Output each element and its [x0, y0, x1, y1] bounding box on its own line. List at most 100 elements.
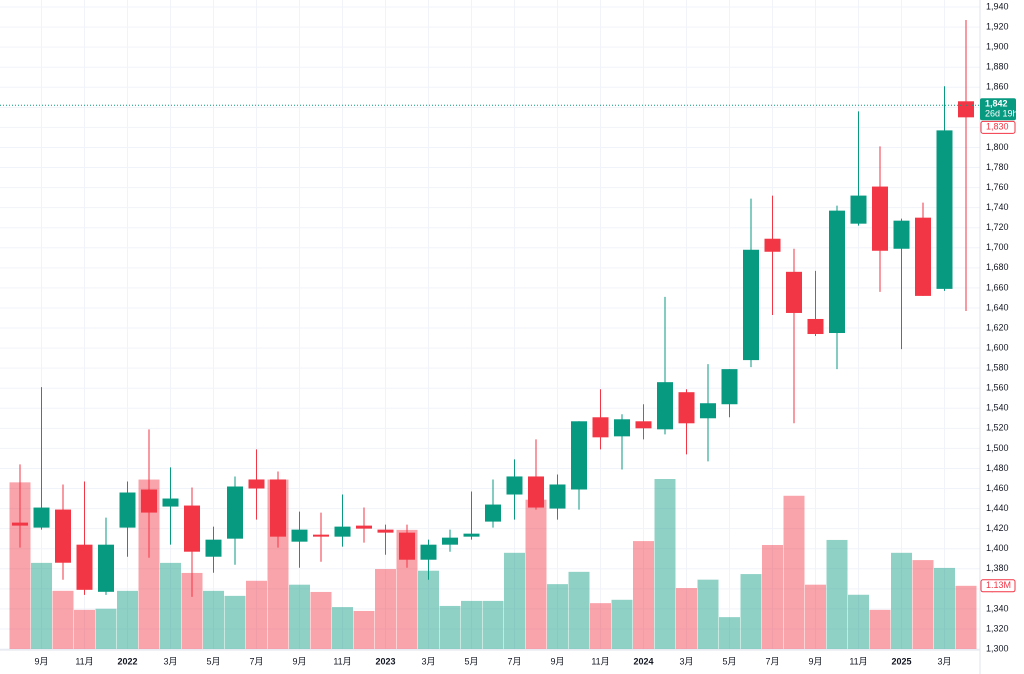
candle-body — [850, 195, 867, 224]
candle-body — [743, 249, 759, 361]
volume-bar — [826, 539, 848, 649]
volume-bar — [654, 479, 676, 649]
candle-body — [248, 479, 265, 489]
volume-bar — [332, 607, 353, 649]
candle-body — [98, 544, 114, 592]
candle-body — [377, 529, 394, 533]
x-tick-label: 11月 — [75, 656, 93, 666]
last-price-label: 1,842 — [985, 99, 1008, 109]
y-tick-label: 1,760 — [986, 182, 1009, 192]
x-tick-label: 2024 — [633, 656, 653, 666]
y-tick-label: 1,900 — [986, 42, 1009, 52]
y-tick-label: 1,800 — [986, 142, 1009, 152]
y-tick-label: 1,780 — [986, 162, 1009, 172]
candle-body — [119, 492, 136, 528]
x-tick-label: 5月 — [206, 656, 220, 666]
volume-bar — [289, 584, 310, 649]
volume-bar — [848, 594, 869, 649]
candle-body — [399, 532, 415, 560]
x-tick-label: 11月 — [849, 656, 867, 666]
candle-body — [958, 101, 974, 118]
candle-body — [936, 130, 953, 289]
volume-bar — [439, 605, 461, 649]
y-tick-label: 1,660 — [986, 282, 1009, 292]
x-tick-label: 9月 — [292, 656, 306, 666]
y-tick-label: 1,740 — [986, 202, 1009, 212]
candle-body — [184, 505, 200, 552]
volume-bar — [891, 552, 912, 649]
candle-body — [657, 382, 673, 430]
volume-bar — [203, 590, 224, 649]
x-tick-label: 5月 — [722, 656, 736, 666]
volume-bar — [482, 600, 504, 649]
volume-bar — [762, 544, 783, 649]
x-tick-label: 7月 — [765, 656, 779, 666]
volume-bar — [934, 567, 955, 649]
candle-body — [893, 220, 910, 249]
volume-bar — [590, 603, 611, 649]
candle-body — [313, 534, 329, 537]
y-tick-label: 1,540 — [986, 403, 1009, 413]
volume-bar — [525, 499, 547, 649]
y-tick-label: 1,920 — [986, 21, 1009, 31]
x-tick-label: 11月 — [591, 656, 609, 666]
volume-bar — [783, 495, 805, 649]
candle-body — [12, 522, 28, 526]
y-tick-label: 1,400 — [986, 543, 1009, 553]
candle-body — [592, 417, 609, 438]
x-tick-label: 2022 — [117, 656, 137, 666]
candle-body — [420, 544, 437, 560]
y-tick-label: 1,420 — [986, 523, 1009, 533]
y-tick-label: 1,340 — [986, 603, 1009, 613]
candle-body — [528, 476, 544, 508]
volume-bar — [740, 574, 762, 649]
candle-body — [334, 526, 351, 537]
x-tick-label: 9月 — [808, 656, 822, 666]
y-tick-label: 1,940 — [986, 1, 1009, 11]
candle-body — [506, 476, 523, 495]
volume-bar — [461, 600, 482, 649]
y-tick-label: 1,700 — [986, 242, 1009, 252]
last-price-box — [980, 98, 1016, 121]
candle-body — [76, 544, 93, 590]
volume-bar — [611, 599, 633, 649]
volume-label: 1.13M — [986, 580, 1011, 590]
y-tick-label: 1,680 — [986, 262, 1009, 272]
volume-bar — [719, 617, 740, 649]
candle-body — [227, 486, 243, 539]
candle-body — [291, 529, 308, 542]
volume-bar — [181, 572, 203, 649]
volume-bar — [160, 562, 181, 649]
candle-body — [442, 537, 458, 545]
volume-bar — [955, 585, 977, 649]
candle-body — [635, 421, 652, 429]
x-tick-label: 9月 — [34, 656, 48, 666]
candle-body — [33, 507, 50, 528]
y-tick-label: 1,320 — [986, 623, 1009, 633]
y-tick-label: 1,860 — [986, 82, 1009, 92]
x-tick-label: 2023 — [375, 656, 395, 666]
volume-bar — [504, 552, 525, 649]
candle-body — [485, 504, 501, 522]
x-tick-label: 3月 — [163, 656, 177, 666]
x-tick-label: 3月 — [937, 656, 951, 666]
volume-bar — [418, 570, 439, 649]
x-tick-label: 5月 — [464, 656, 478, 666]
x-tick-label: 3月 — [421, 656, 435, 666]
candle-body — [571, 421, 587, 490]
candle-body — [764, 238, 781, 252]
candle-body — [614, 419, 630, 437]
candle-body — [549, 484, 566, 509]
x-tick-label: 3月 — [679, 656, 693, 666]
y-tick-label: 1,440 — [986, 503, 1009, 513]
volume-bar — [224, 595, 246, 649]
volume-label-box — [980, 579, 1016, 593]
y-tick-label: 1,640 — [986, 302, 1009, 312]
y-tick-label: 1,600 — [986, 342, 1009, 352]
volume-bar — [353, 610, 375, 649]
volume-bar — [95, 608, 117, 649]
y-tick-label: 1,480 — [986, 463, 1009, 473]
volume-bar — [869, 609, 891, 649]
candle-body — [915, 217, 931, 296]
